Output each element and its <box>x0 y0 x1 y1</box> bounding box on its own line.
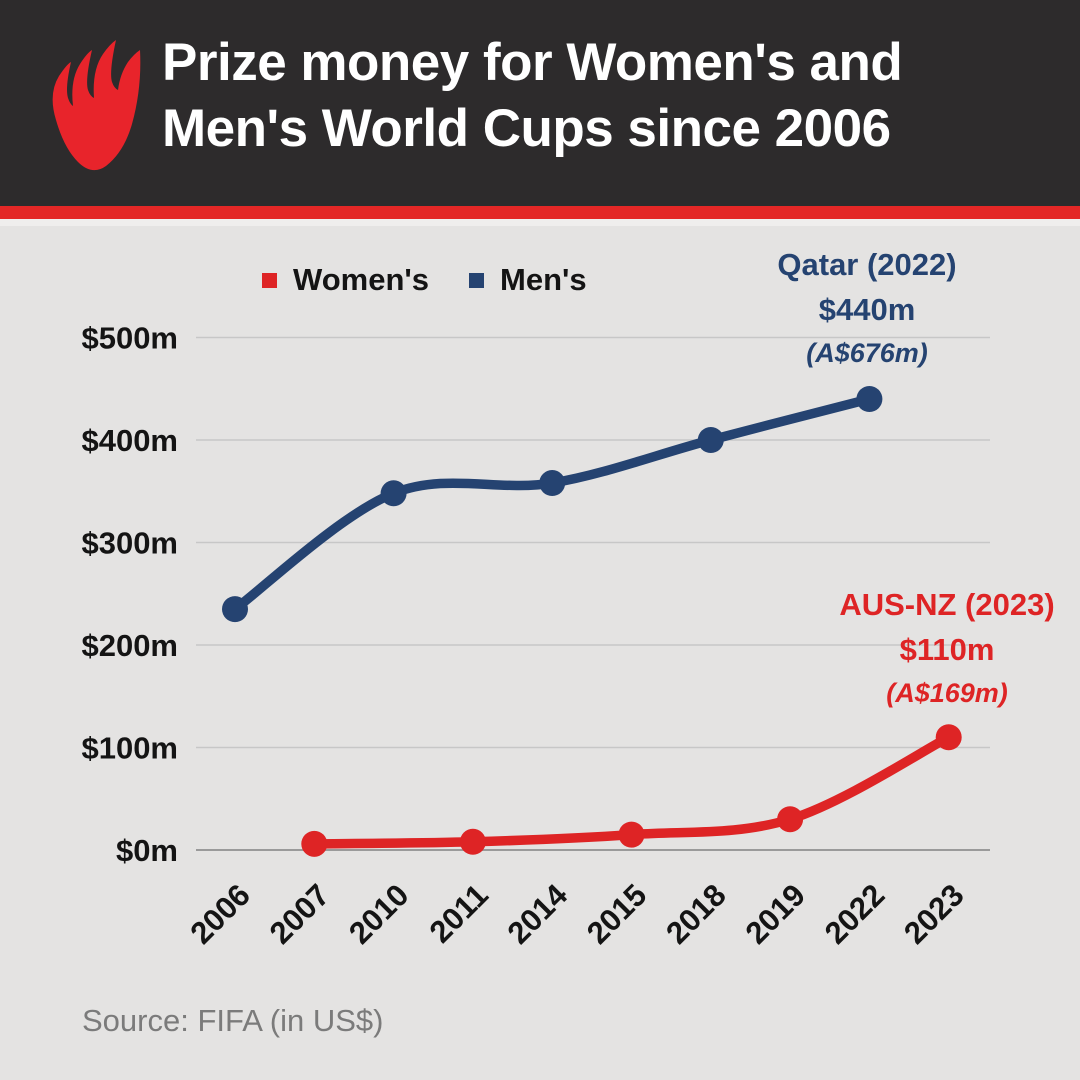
legend-item-mens: Men's <box>469 262 587 298</box>
chart-legend: Women's Men's <box>262 262 587 298</box>
title-line-2: Men's World Cups since 2006 <box>162 99 891 158</box>
mens-line <box>230 394 875 614</box>
y-tick-$500m: $500m <box>81 321 178 356</box>
womens-point-2015 <box>618 821 645 848</box>
mens-point-2006 <box>222 596 248 623</box>
annotation-mens-usd: $440m <box>818 292 916 327</box>
womens-point-2011 <box>459 828 486 855</box>
x-tick-2007: 2007 <box>263 877 337 951</box>
y-tick-$400m: $400m <box>81 423 178 458</box>
x-tick-2011: 2011 <box>423 877 495 949</box>
annotation-womens-ausnz: AUS-NZ (2023) $110m (A$169m) <box>782 582 1080 713</box>
x-tick-2014: 2014 <box>501 877 575 951</box>
x-tick-2023: 2023 <box>897 877 971 951</box>
annotation-womens-host: AUS-NZ (2023) <box>839 587 1055 622</box>
x-tick-2010: 2010 <box>342 877 416 951</box>
y-tick-$0m: $0m <box>116 833 178 868</box>
legend-label-mens: Men's <box>500 262 587 297</box>
mens-swatch-icon <box>469 272 484 288</box>
sbs-logo-icon <box>52 40 141 171</box>
x-tick-2018: 2018 <box>659 877 733 951</box>
mens-point-2018 <box>697 427 724 453</box>
y-tick-$100m: $100m <box>81 731 178 766</box>
title-line-1: Prize money for Women's and <box>162 33 903 92</box>
mens-point-2014 <box>539 470 566 497</box>
womens-swatch-icon <box>262 272 277 288</box>
annotation-womens-usd: $110m <box>899 632 995 667</box>
mens-point-2010 <box>380 480 407 507</box>
annotation-mens-qatar: Qatar (2022) $440m (A$676m) <box>702 242 1032 373</box>
x-tick-2019: 2019 <box>739 877 813 951</box>
accent-stripe-shadow <box>0 219 1080 226</box>
header-banner: Prize money for Women's and Men's World … <box>0 0 1080 206</box>
x-tick-2006: 2006 <box>183 877 257 951</box>
legend-item-womens: Women's <box>262 262 429 298</box>
y-tick-$300m: $300m <box>81 526 178 561</box>
source-note: Source: FIFA (in US$) <box>82 1003 384 1038</box>
womens-point-2007 <box>301 830 328 857</box>
page-title: Prize money for Women's and Men's World … <box>162 30 1062 162</box>
y-tick-$200m: $200m <box>81 628 178 663</box>
annotation-mens-aud: (A$676m) <box>806 338 928 368</box>
annotation-womens-aud: (A$169m) <box>886 678 1008 708</box>
accent-stripe <box>0 206 1080 219</box>
x-tick-2022: 2022 <box>818 877 892 951</box>
x-tick-2015: 2015 <box>580 877 654 951</box>
mens-point-2022 <box>856 386 883 412</box>
womens-point-2019 <box>777 806 804 833</box>
legend-label-womens: Women's <box>293 262 429 297</box>
annotation-mens-host: Qatar (2022) <box>777 247 957 282</box>
womens-point-2023 <box>935 724 962 751</box>
